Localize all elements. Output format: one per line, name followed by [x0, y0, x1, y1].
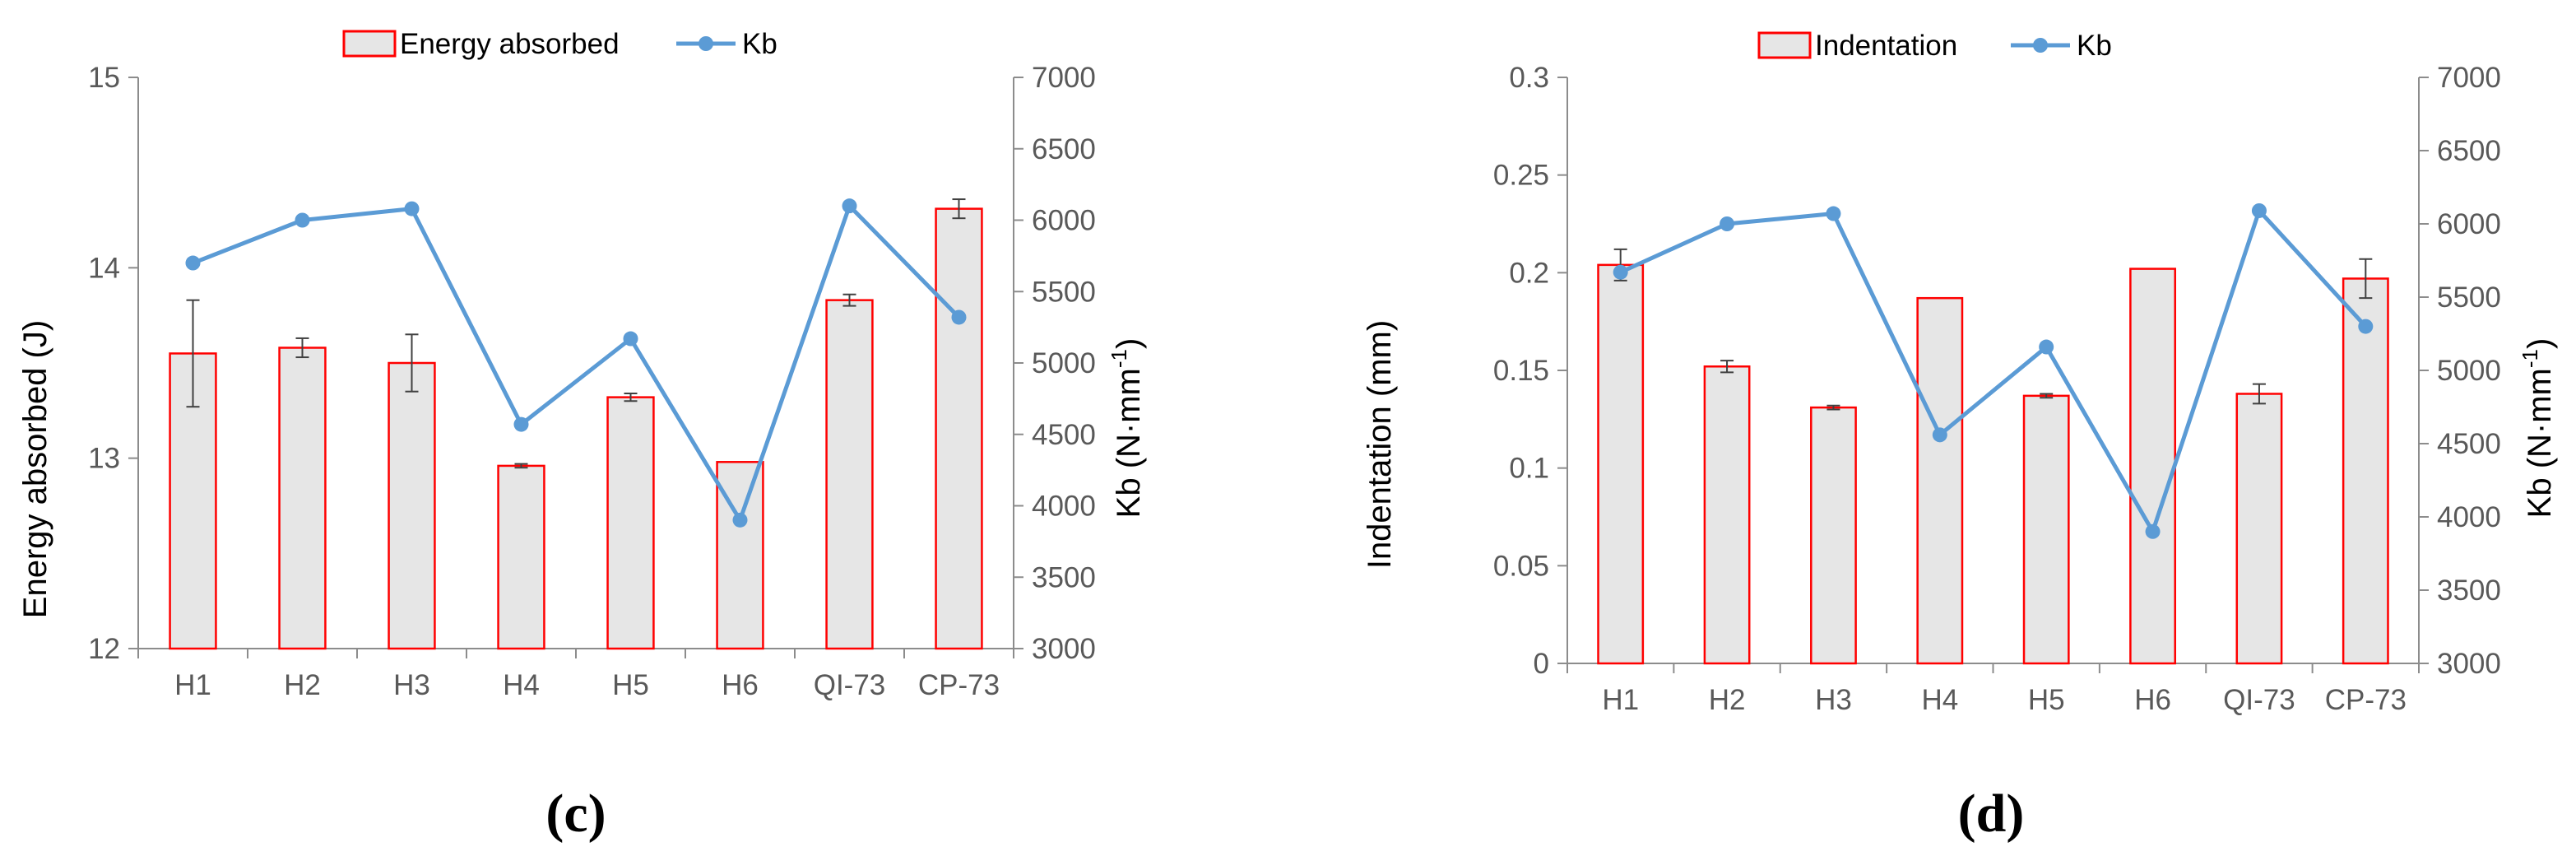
- x-tick-label: H1: [1602, 684, 1639, 716]
- y-left-axis-title: Indentation (mm): [1362, 320, 1398, 569]
- bar: [278, 347, 327, 650]
- y-right-tick-label: 4500: [2437, 428, 2501, 460]
- data-point-kb: [513, 416, 529, 432]
- y-right-tick-label: 3000: [2437, 648, 2501, 680]
- x-tick-label: CP-73: [918, 669, 1000, 701]
- x-tick-label: H2: [1709, 684, 1746, 716]
- data-point-kb: [842, 198, 857, 214]
- data-point-kb: [185, 255, 201, 271]
- x-tick-label: H2: [284, 669, 321, 701]
- legend-bar-label: Indentation: [1815, 30, 1957, 62]
- y-left-tick-label: 12: [88, 633, 120, 665]
- y-left-tick-label: 13: [88, 443, 120, 475]
- x-tick-label: H1: [174, 669, 211, 701]
- x-tick-label: H3: [393, 669, 430, 701]
- x-tick-label: H4: [503, 669, 540, 701]
- y-right-axis-title: Kb (N·mm-1): [2518, 338, 2558, 519]
- bar: [2129, 268, 2176, 665]
- y-left-tick-label: 0.05: [1493, 550, 1549, 582]
- bar: [2342, 277, 2389, 665]
- bar: [1810, 406, 1857, 665]
- y-left-tick-label: 0.2: [1509, 257, 1549, 289]
- data-point-kb: [404, 201, 420, 216]
- y-right-tick-label: 3500: [2437, 575, 2501, 607]
- plot-area-d: 0 0.05 0.1 0.15 0.2 0.25 0.3 3000 3500 4000 4500 50…: [1493, 62, 2501, 716]
- panel-label-d: (d): [1958, 784, 2025, 844]
- y-right-tick-label: 3500: [1032, 561, 1096, 593]
- y-right-tick-label: 7000: [1032, 62, 1096, 94]
- bar: [1703, 365, 1751, 665]
- data-point-kb: [295, 212, 310, 228]
- y-right-tick-label: 6500: [2437, 135, 2501, 167]
- data-point-kb: [951, 309, 967, 325]
- legend-line-marker: [699, 36, 713, 51]
- y-right-tick-label: 4500: [1032, 419, 1096, 451]
- x-tick-label: H4: [1921, 684, 1958, 716]
- y-right-tick-label: 6000: [2437, 208, 2501, 240]
- data-point-kb: [1826, 206, 1841, 221]
- y-left-tick-label: 14: [88, 252, 120, 284]
- bar: [1597, 263, 1645, 665]
- y-right-tick-label: 5000: [1032, 347, 1096, 379]
- series-line-kb: [192, 203, 961, 523]
- data-point-kb: [1613, 264, 1628, 280]
- y-left-tick-label: 15: [88, 62, 120, 94]
- y-right-tick-label: 3000: [1032, 633, 1096, 665]
- panel-label-c: (c): [545, 784, 606, 844]
- y-right-tick-label: 5500: [1032, 276, 1096, 308]
- bar: [1916, 296, 1964, 665]
- y-right-tick-label: 6500: [1032, 133, 1096, 165]
- x-tick-label: H3: [1815, 684, 1852, 716]
- x-tick-label: QI-73: [2223, 684, 2295, 716]
- plot-area-c: 12 13 14 15 3000 3500 4000 4500 5000 5500 6000 6500…: [88, 62, 1096, 701]
- legend-line-label: Kb: [742, 28, 777, 60]
- bar: [2022, 394, 2070, 665]
- x-tick-label: H5: [2028, 684, 2065, 716]
- bar: [825, 299, 874, 650]
- bar: [606, 396, 655, 650]
- y-left-axis-title: Energy absorbed (J): [17, 320, 53, 618]
- legend-d: Indentation Kb: [1757, 30, 2112, 62]
- data-point-kb: [623, 331, 638, 347]
- data-point-kb: [1720, 216, 1735, 231]
- y-right-tick-label: 4000: [1032, 491, 1096, 523]
- data-point-kb: [2145, 523, 2161, 539]
- x-tick-label: H5: [612, 669, 649, 701]
- bar: [2235, 393, 2283, 665]
- data-point-kb: [1932, 427, 1947, 443]
- y-left-tick-label: 0.25: [1493, 160, 1549, 192]
- legend-bar-swatch: [1757, 31, 1812, 59]
- legend-c: Energy absorbed Kb: [342, 28, 777, 60]
- legend-bar-swatch: [342, 30, 397, 58]
- y-right-tick-label: 5000: [2437, 355, 2501, 387]
- y-left-tick-label: 0: [1534, 648, 1549, 680]
- bar: [388, 361, 436, 650]
- bar: [497, 464, 545, 650]
- series-line-kb: [1619, 208, 2368, 534]
- y-right-axis-title: Kb (N·mm-1): [1107, 338, 1147, 519]
- y-left-tick-label: 0.15: [1493, 355, 1549, 387]
- data-point-kb: [2251, 202, 2267, 218]
- data-point-kb: [732, 512, 748, 528]
- data-point-kb: [2358, 319, 2374, 334]
- y-right-tick-label: 6000: [1032, 205, 1096, 237]
- legend-bar-label: Energy absorbed: [400, 28, 620, 60]
- x-tick-label: CP-73: [2325, 684, 2407, 716]
- x-tick-label: H6: [2134, 684, 2171, 716]
- x-tick-label: QI-73: [814, 669, 886, 701]
- y-right-tick-label: 5500: [2437, 281, 2501, 314]
- chart-panel-d: Indentation Kb Indentation (mm) Kb (N·mm…: [1362, 30, 2558, 844]
- bar: [935, 207, 983, 650]
- y-right-tick-label: 7000: [2437, 62, 2501, 94]
- x-tick-label: H6: [722, 669, 759, 701]
- y-left-tick-label: 0.3: [1509, 62, 1549, 94]
- y-right-tick-label: 4000: [2437, 501, 2501, 533]
- y-left-tick-label: 0.1: [1509, 453, 1549, 485]
- data-point-kb: [2039, 339, 2054, 355]
- legend-line-marker: [2033, 38, 2048, 53]
- chart-panel-c: Energy absorbed Kb Energy absorbed (J) K…: [17, 28, 1147, 844]
- legend-line-label: Kb: [2077, 30, 2112, 62]
